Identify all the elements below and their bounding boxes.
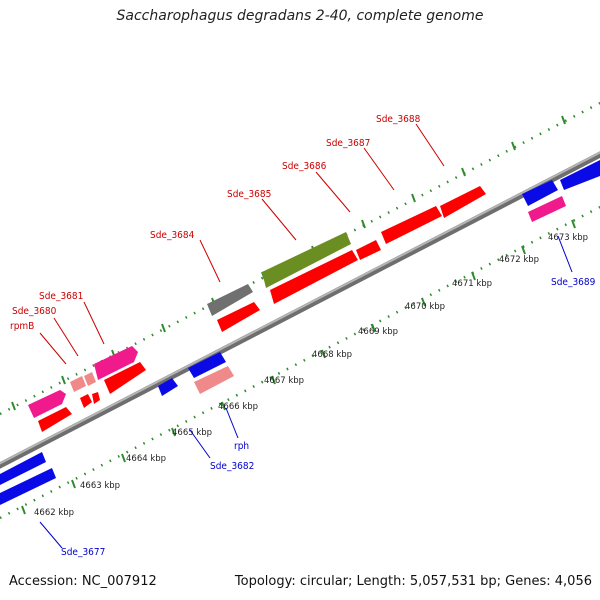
gene-label-sde-3686[interactable]: Sde_3686: [282, 161, 327, 172]
gene-label-sde-3685[interactable]: Sde_3685: [227, 189, 271, 200]
gene-arrow[interactable]: [104, 362, 146, 394]
gene-arrow[interactable]: [270, 250, 358, 304]
scale-label: 4666 kbp: [218, 402, 258, 412]
gene-arrow[interactable]: [522, 180, 558, 206]
gene-label-sde-3684[interactable]: Sde_3684: [150, 230, 195, 241]
gene-arrow[interactable]: [440, 186, 486, 218]
reverse-leaders: [39, 235, 573, 549]
scale-label: 4669 kbp: [358, 327, 398, 337]
scale-label: 4673 kbp: [548, 233, 588, 243]
gene-arrow[interactable]: [188, 352, 226, 378]
gene-arrow[interactable]: [528, 196, 566, 222]
scale-label: 4667 kbp: [264, 376, 304, 386]
gene-arrow[interactable]: [80, 394, 92, 408]
inner-tick-row: [0, 205, 600, 520]
gene-arrow[interactable]: [94, 346, 138, 380]
forward-leaders: [39, 123, 445, 365]
backbone: [0, 151, 600, 469]
gene-arrow[interactable]: [92, 392, 100, 404]
reverse-labels: Sde_3677 Sde_3682 rph Sde_3689: [61, 277, 596, 558]
gene-arrow[interactable]: [207, 284, 253, 316]
gene-label-sde-3689[interactable]: Sde_3689: [551, 277, 596, 288]
gene-label-sde-3688[interactable]: Sde_3688: [376, 114, 421, 125]
scale-label: 4662 kbp: [34, 508, 74, 518]
gene-arrow[interactable]: [70, 376, 86, 392]
scale-label: 4663 kbp: [80, 481, 120, 491]
gene-label-sde-3681[interactable]: Sde_3681: [39, 291, 83, 302]
gene-arrow[interactable]: [194, 366, 234, 394]
scale-label: 4668 kbp: [312, 350, 352, 360]
gene-label-sde-3687[interactable]: Sde_3687: [326, 138, 370, 149]
scale-label: 4670 kbp: [405, 302, 445, 312]
accession-text: Accession: NC_007912: [9, 574, 157, 589]
gene-arrow[interactable]: [84, 372, 96, 386]
gene-arrow[interactable]: [28, 390, 66, 418]
gene-label-sde-3682[interactable]: Sde_3682: [210, 461, 254, 472]
gene-label-sde-3677[interactable]: Sde_3677: [61, 547, 105, 558]
page-title: Saccharophagus degradans 2-40, complete …: [116, 8, 484, 24]
gene-arrow[interactable]: [158, 378, 178, 396]
gene-arrow[interactable]: [356, 240, 381, 260]
gene-arrow[interactable]: [0, 452, 46, 486]
gene-arrow[interactable]: [262, 232, 351, 288]
gene-arrow[interactable]: [381, 206, 442, 244]
scale-label: 4672 kbp: [499, 255, 539, 265]
gene-label-sde-3680[interactable]: Sde_3680: [12, 306, 57, 317]
scale-label: 4664 kbp: [126, 454, 166, 464]
scale-label: 4671 kbp: [452, 279, 492, 289]
major-ticks: [11, 115, 576, 515]
gene-label-rpmB[interactable]: rpmB: [10, 321, 34, 332]
reverse-genes: [0, 160, 600, 506]
gene-arrow[interactable]: [38, 407, 72, 432]
forward-labels: rpmB Sde_3680 Sde_3681 Sde_3684 Sde_3685…: [10, 114, 421, 332]
gene-arrow[interactable]: [0, 468, 56, 506]
gene-arrow[interactable]: [217, 302, 260, 332]
gene-label-rph[interactable]: rph: [234, 441, 249, 452]
gene-arrow[interactable]: [560, 160, 600, 190]
genome-summary: Topology: circular; Length: 5,057,531 bp…: [234, 574, 592, 589]
forward-genes: [28, 186, 486, 432]
